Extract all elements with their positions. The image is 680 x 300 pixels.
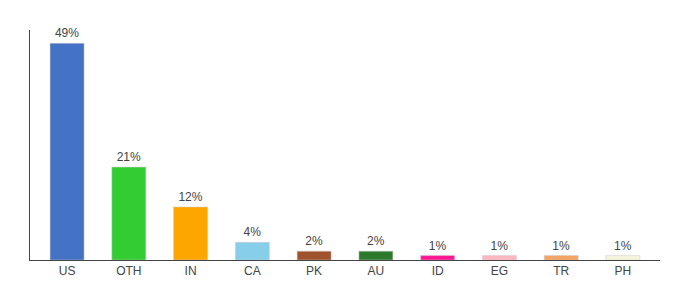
svg-text:1%: 1% <box>552 239 570 253</box>
svg-text:US: US <box>59 264 76 278</box>
svg-text:ID: ID <box>432 264 444 278</box>
svg-text:IN: IN <box>185 264 197 278</box>
svg-text:PK: PK <box>306 264 322 278</box>
svg-text:49%: 49% <box>55 26 79 40</box>
svg-text:TR: TR <box>553 264 569 278</box>
svg-text:PH: PH <box>615 264 632 278</box>
svg-text:4%: 4% <box>244 225 262 239</box>
svg-text:1%: 1% <box>491 239 509 253</box>
svg-text:2%: 2% <box>305 234 323 248</box>
svg-text:1%: 1% <box>614 239 632 253</box>
svg-text:12%: 12% <box>178 190 202 204</box>
svg-text:AU: AU <box>368 264 385 278</box>
svg-text:CA: CA <box>244 264 261 278</box>
svg-text:EG: EG <box>491 264 508 278</box>
svg-text:2%: 2% <box>367 234 385 248</box>
svg-text:21%: 21% <box>117 150 141 164</box>
svg-text:OTH: OTH <box>116 264 141 278</box>
svg-text:1%: 1% <box>429 239 447 253</box>
